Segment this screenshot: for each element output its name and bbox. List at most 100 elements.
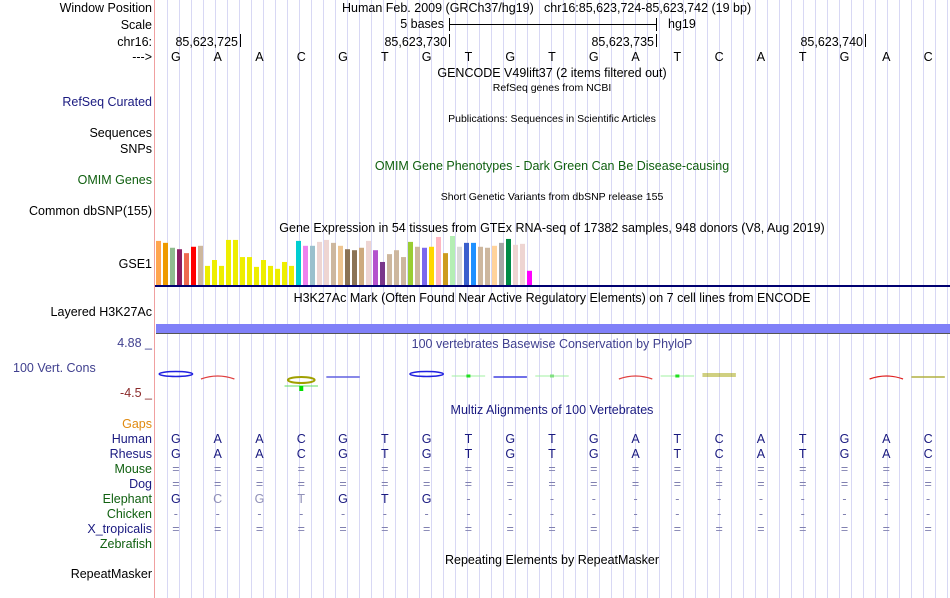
gtex-tissue-bar[interactable] [268,265,273,285]
gtex-tissue-bar[interactable] [289,265,294,285]
gtex-tissue-bar[interactable] [205,265,210,285]
h3k27ac-track-title[interactable]: H3K27Ac Mark (Often Found Near Active Re… [293,291,811,305]
repeatmasker-track-title[interactable]: Repeating Elements by RepeatMasker [444,553,659,567]
gtex-tissue-bar[interactable] [436,236,441,285]
gtex-tissue-bar[interactable] [254,266,259,285]
gtex-tissue-bar[interactable] [275,268,280,285]
species-label[interactable]: Rhesus [109,447,152,461]
gtex-tissue-bar[interactable] [499,242,504,285]
gtex-tissue-bar[interactable] [450,236,455,285]
gtex-tissue-bar[interactable] [359,247,364,285]
species-label[interactable]: Dog [129,477,152,491]
gtex-tissue-bar[interactable] [492,245,497,285]
gtex-tissue-bar[interactable] [464,242,469,285]
gtex-tissue-bar[interactable] [317,241,322,285]
gtex-tissue-bar[interactable] [380,261,385,285]
gtex-tissue-bar[interactable] [520,243,525,285]
gtex-tissue-bar[interactable] [261,260,266,285]
gtex-tissue-bar[interactable] [177,249,182,285]
gtex-tissue-bar[interactable] [156,240,161,285]
alignment-base: - [508,507,513,521]
gtex-tissue-bar[interactable] [513,244,518,285]
gtex-tissue-bar[interactable] [338,245,343,285]
phylop-label[interactable]: 100 Vert. Cons [13,361,96,375]
gtex-tissue-bar[interactable] [478,246,483,285]
publications-track-title[interactable]: Publications: Sequences in Scientific Ar… [448,113,656,125]
species-label[interactable]: Chicken [106,507,152,521]
omim-track-title[interactable]: OMIM Gene Phenotypes - Dark Green Can Be… [374,159,730,173]
gtex-tissue-bar[interactable] [506,238,511,285]
gtex-tissue-bar[interactable] [527,270,532,285]
gtex-tissue-bar[interactable] [457,246,462,285]
dbsnp-track-title[interactable]: Short Genetic Variants from dbSNP releas… [440,191,664,203]
gtex-tissue-bar[interactable] [429,246,434,285]
gtex-tissue-bar[interactable] [331,242,336,285]
alignment-base: - [633,507,638,521]
scale-db: hg19 [668,17,696,31]
alignment-base: G [171,447,181,461]
alignment-base: = [464,462,473,476]
species-label[interactable]: Zebrafish [99,537,152,551]
alignment-base: = [255,522,264,536]
gtex-tissue-bar[interactable] [310,245,315,285]
gtex-tissue-bar[interactable] [247,257,252,285]
gtex-gene-label[interactable]: GSE1 [118,257,152,271]
gtex-tissue-bar[interactable] [443,253,448,285]
gtex-tissue-bar[interactable] [408,241,413,285]
alignment-base: = [339,522,347,536]
alignment-base: G [588,432,599,446]
gtex-track-title[interactable]: Gene Expression in 54 tissues from GTEx … [279,221,825,235]
alignment-base: = [840,462,849,476]
refseq-track-title[interactable]: RefSeq genes from NCBI [492,82,612,94]
common-dbsnp-label[interactable]: Common dbSNP(155) [29,204,152,218]
gtex-tissue-bar[interactable] [282,261,287,285]
scale-label: Scale [120,18,152,32]
gtex-tissue-bar[interactable] [170,247,175,285]
alignment-base: = [297,522,305,536]
base-letter: G [839,50,850,64]
gtex-tissue-bar[interactable] [415,246,420,285]
gtex-tissue-bar[interactable] [366,240,371,285]
gtex-tissue-bar[interactable] [345,249,350,285]
position-tick-label: 85,623,730 [384,35,447,49]
species-label[interactable]: Elephant [102,492,152,506]
species-label[interactable]: Human [111,432,152,446]
gtex-tissue-bar[interactable] [485,247,490,285]
gtex-tissue-bar[interactable] [296,240,301,285]
gtex-tissue-bar[interactable] [240,257,245,285]
h3k27ac-label[interactable]: Layered H3K27Ac [50,305,152,319]
gtex-tissue-bar[interactable] [352,250,357,285]
gtex-tissue-bar[interactable] [163,242,168,285]
gtex-tissue-bar[interactable] [226,239,231,285]
alignment-base: - [591,507,596,521]
gtex-tissue-bar[interactable] [324,239,329,285]
snps-label[interactable]: SNPs [120,142,152,156]
gtex-tissue-bar[interactable] [233,239,238,285]
alignment-base: T [548,447,556,461]
gtex-tissue-bar[interactable] [387,254,392,285]
multiz-track-title[interactable]: Multiz Alignments of 100 Vertebrates [450,403,654,417]
alignment-base: T [548,432,556,446]
repeatmasker-label[interactable]: RepeatMasker [70,567,152,581]
gtex-tissue-bar[interactable] [184,253,189,285]
gencode-track-title[interactable]: GENCODE V49lift37 (2 items filtered out) [437,66,667,80]
species-label[interactable]: Mouse [114,462,152,476]
alignment-base: - [926,507,931,521]
gtex-tissue-bar[interactable] [219,265,224,285]
gtex-tissue-bar[interactable] [303,245,308,285]
alignment-base: = [715,522,723,536]
gtex-tissue-bar[interactable] [471,242,476,285]
alignment-base: = [381,522,389,536]
gtex-tissue-bar[interactable] [212,260,217,285]
gtex-tissue-bar[interactable] [373,250,378,285]
refseq-curated-label[interactable]: RefSeq Curated [62,95,152,109]
gtex-tissue-bar[interactable] [422,247,427,285]
sequences-label[interactable]: Sequences [89,126,152,140]
omim-genes-label[interactable]: OMIM Genes [77,173,152,187]
species-label[interactable]: X_tropicalis [87,522,152,536]
gtex-tissue-bar[interactable] [198,245,203,285]
gtex-tissue-bar[interactable] [191,246,196,285]
phylop-track-title[interactable]: 100 vertebrates Basewise Conservation by… [411,337,693,351]
gtex-tissue-bar[interactable] [394,250,399,285]
gtex-tissue-bar[interactable] [401,257,406,285]
